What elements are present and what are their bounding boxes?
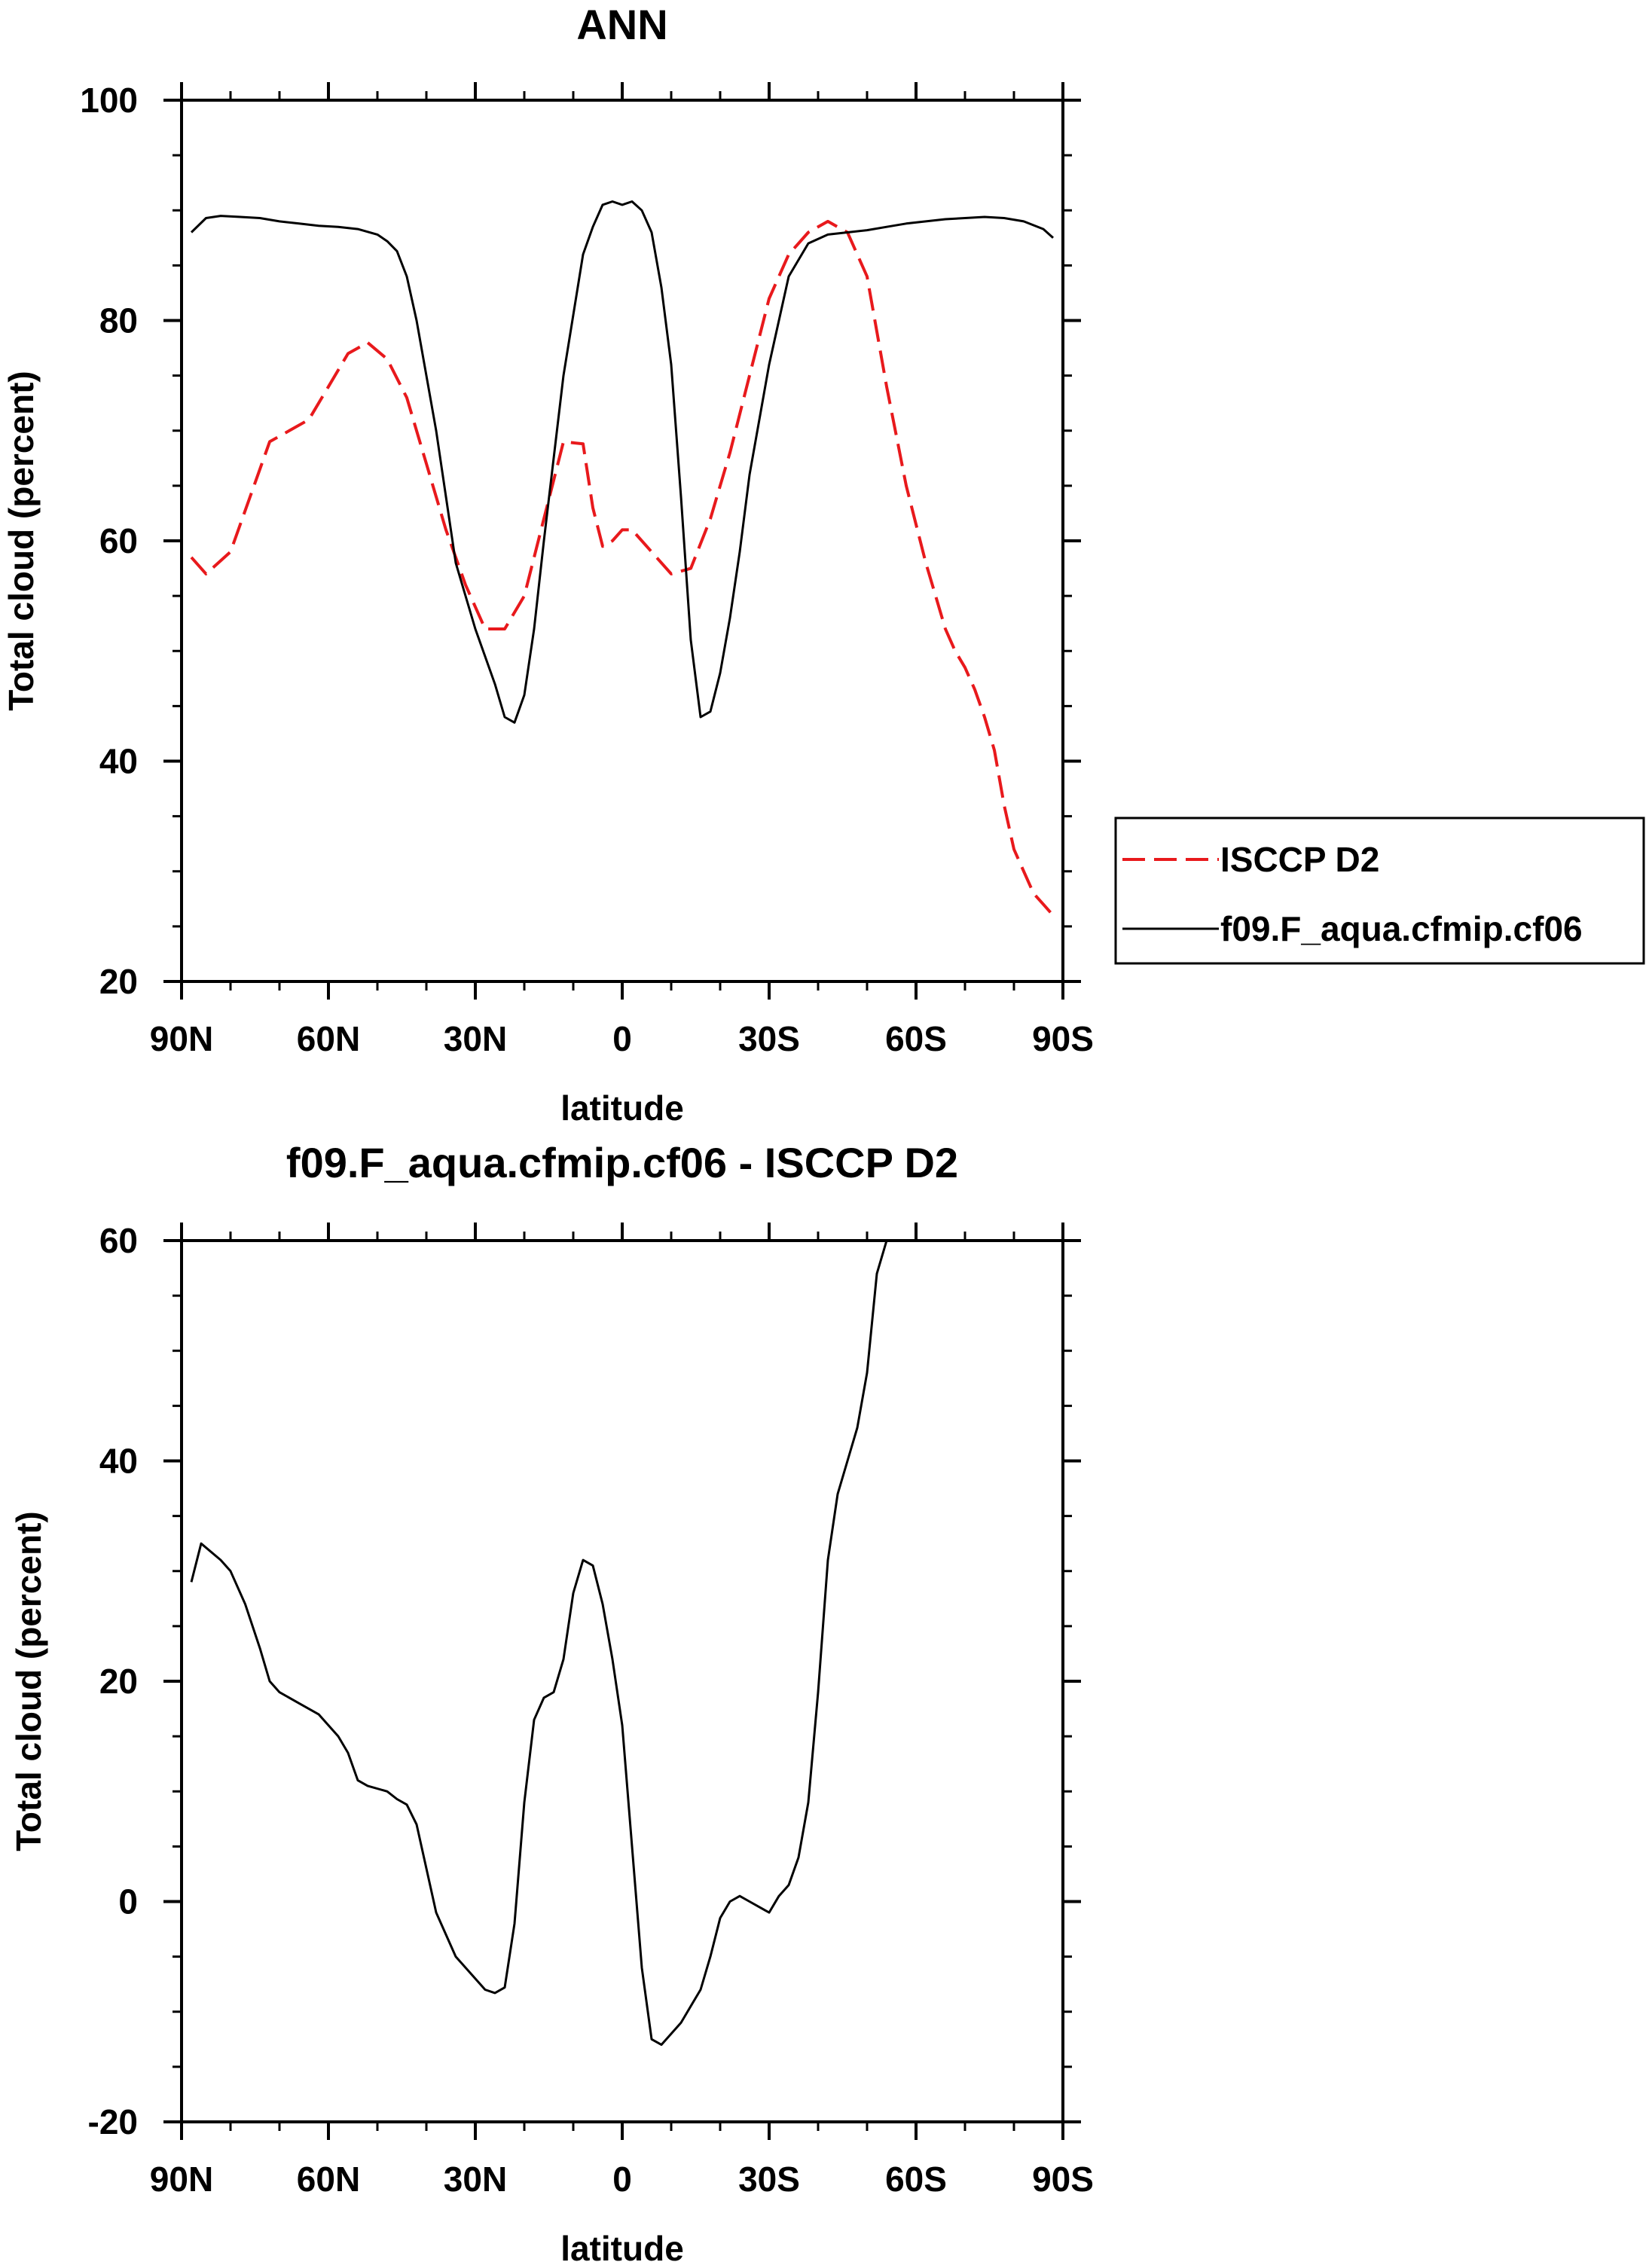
x-tick-label: 90N [150,2160,213,2199]
series-line-model [190,200,1055,724]
x-axis-label: latitude [560,2229,684,2268]
x-tick-label: 30S [738,1019,800,1058]
annual-total-cloud-chart: ANN 90N 60N 30N 0 30S 60S 90S 20 40 60 80 100 latit… [2,1,1645,1128]
series-layer [190,1241,1053,2047]
x-tick-label: 60S [885,1019,947,1058]
legend-label-isccp: ISCCP D2 [1220,840,1379,879]
plot-frame [180,99,1064,983]
series-line-difference [190,1241,1053,2047]
y-tick-label: -20 [88,2102,138,2141]
tick-layer: 90N 60N 30N 0 30S 60S 90S -20 0 20 40 60 [88,1221,1094,2199]
y-tick-label: 80 [99,301,138,340]
x-tick-label: 60N [297,1019,360,1058]
difference-chart: f09.F_aqua.cfmip.cf06 - ISCCP D2 90N 60N 3… [9,1139,1094,2268]
y-tick-label: 20 [99,962,138,1001]
y-tick-label: 40 [99,742,138,781]
x-tick-label: 90S [1032,1019,1094,1058]
chart-title: ANN [576,1,667,48]
tick-layer: 90N 60N 30N 0 30S 60S 90S 20 40 60 80 100 [80,81,1094,1058]
x-tick-label: 60N [297,2160,360,2199]
x-tick-label: 30N [444,2160,507,2199]
series-line-isccp [190,219,1055,917]
legend: ISCCP D2 f09.F_aqua.cfmip.cf06 [1114,817,1645,965]
y-axis-label: Total cloud (percent) [9,1511,48,1851]
x-tick-label: 30S [738,2160,800,2199]
y-tick-label: 0 [118,1882,138,1922]
y-tick-label: 60 [99,1221,138,1260]
y-tick-label: 20 [99,1662,138,1701]
x-tick-label: 60S [885,2160,947,2199]
x-tick-label: 0 [612,2160,632,2199]
x-tick-label: 0 [612,1019,632,1058]
y-axis-label: Total cloud (percent) [2,371,41,711]
series-layer [190,200,1055,917]
y-tick-label: 40 [99,1442,138,1481]
chart-title: f09.F_aqua.cfmip.cf06 - ISCCP D2 [286,1139,958,1186]
y-tick-label: 60 [99,521,138,560]
x-tick-label: 90S [1032,2160,1094,2199]
legend-label-model: f09.F_aqua.cfmip.cf06 [1220,909,1583,948]
x-tick-label: 90N [150,1019,213,1058]
plot-frame [180,1239,1064,2123]
x-tick-label: 30N [444,1019,507,1058]
legend-box [1114,817,1645,965]
x-axis-label: latitude [560,1088,684,1128]
y-tick-label: 100 [80,81,138,120]
